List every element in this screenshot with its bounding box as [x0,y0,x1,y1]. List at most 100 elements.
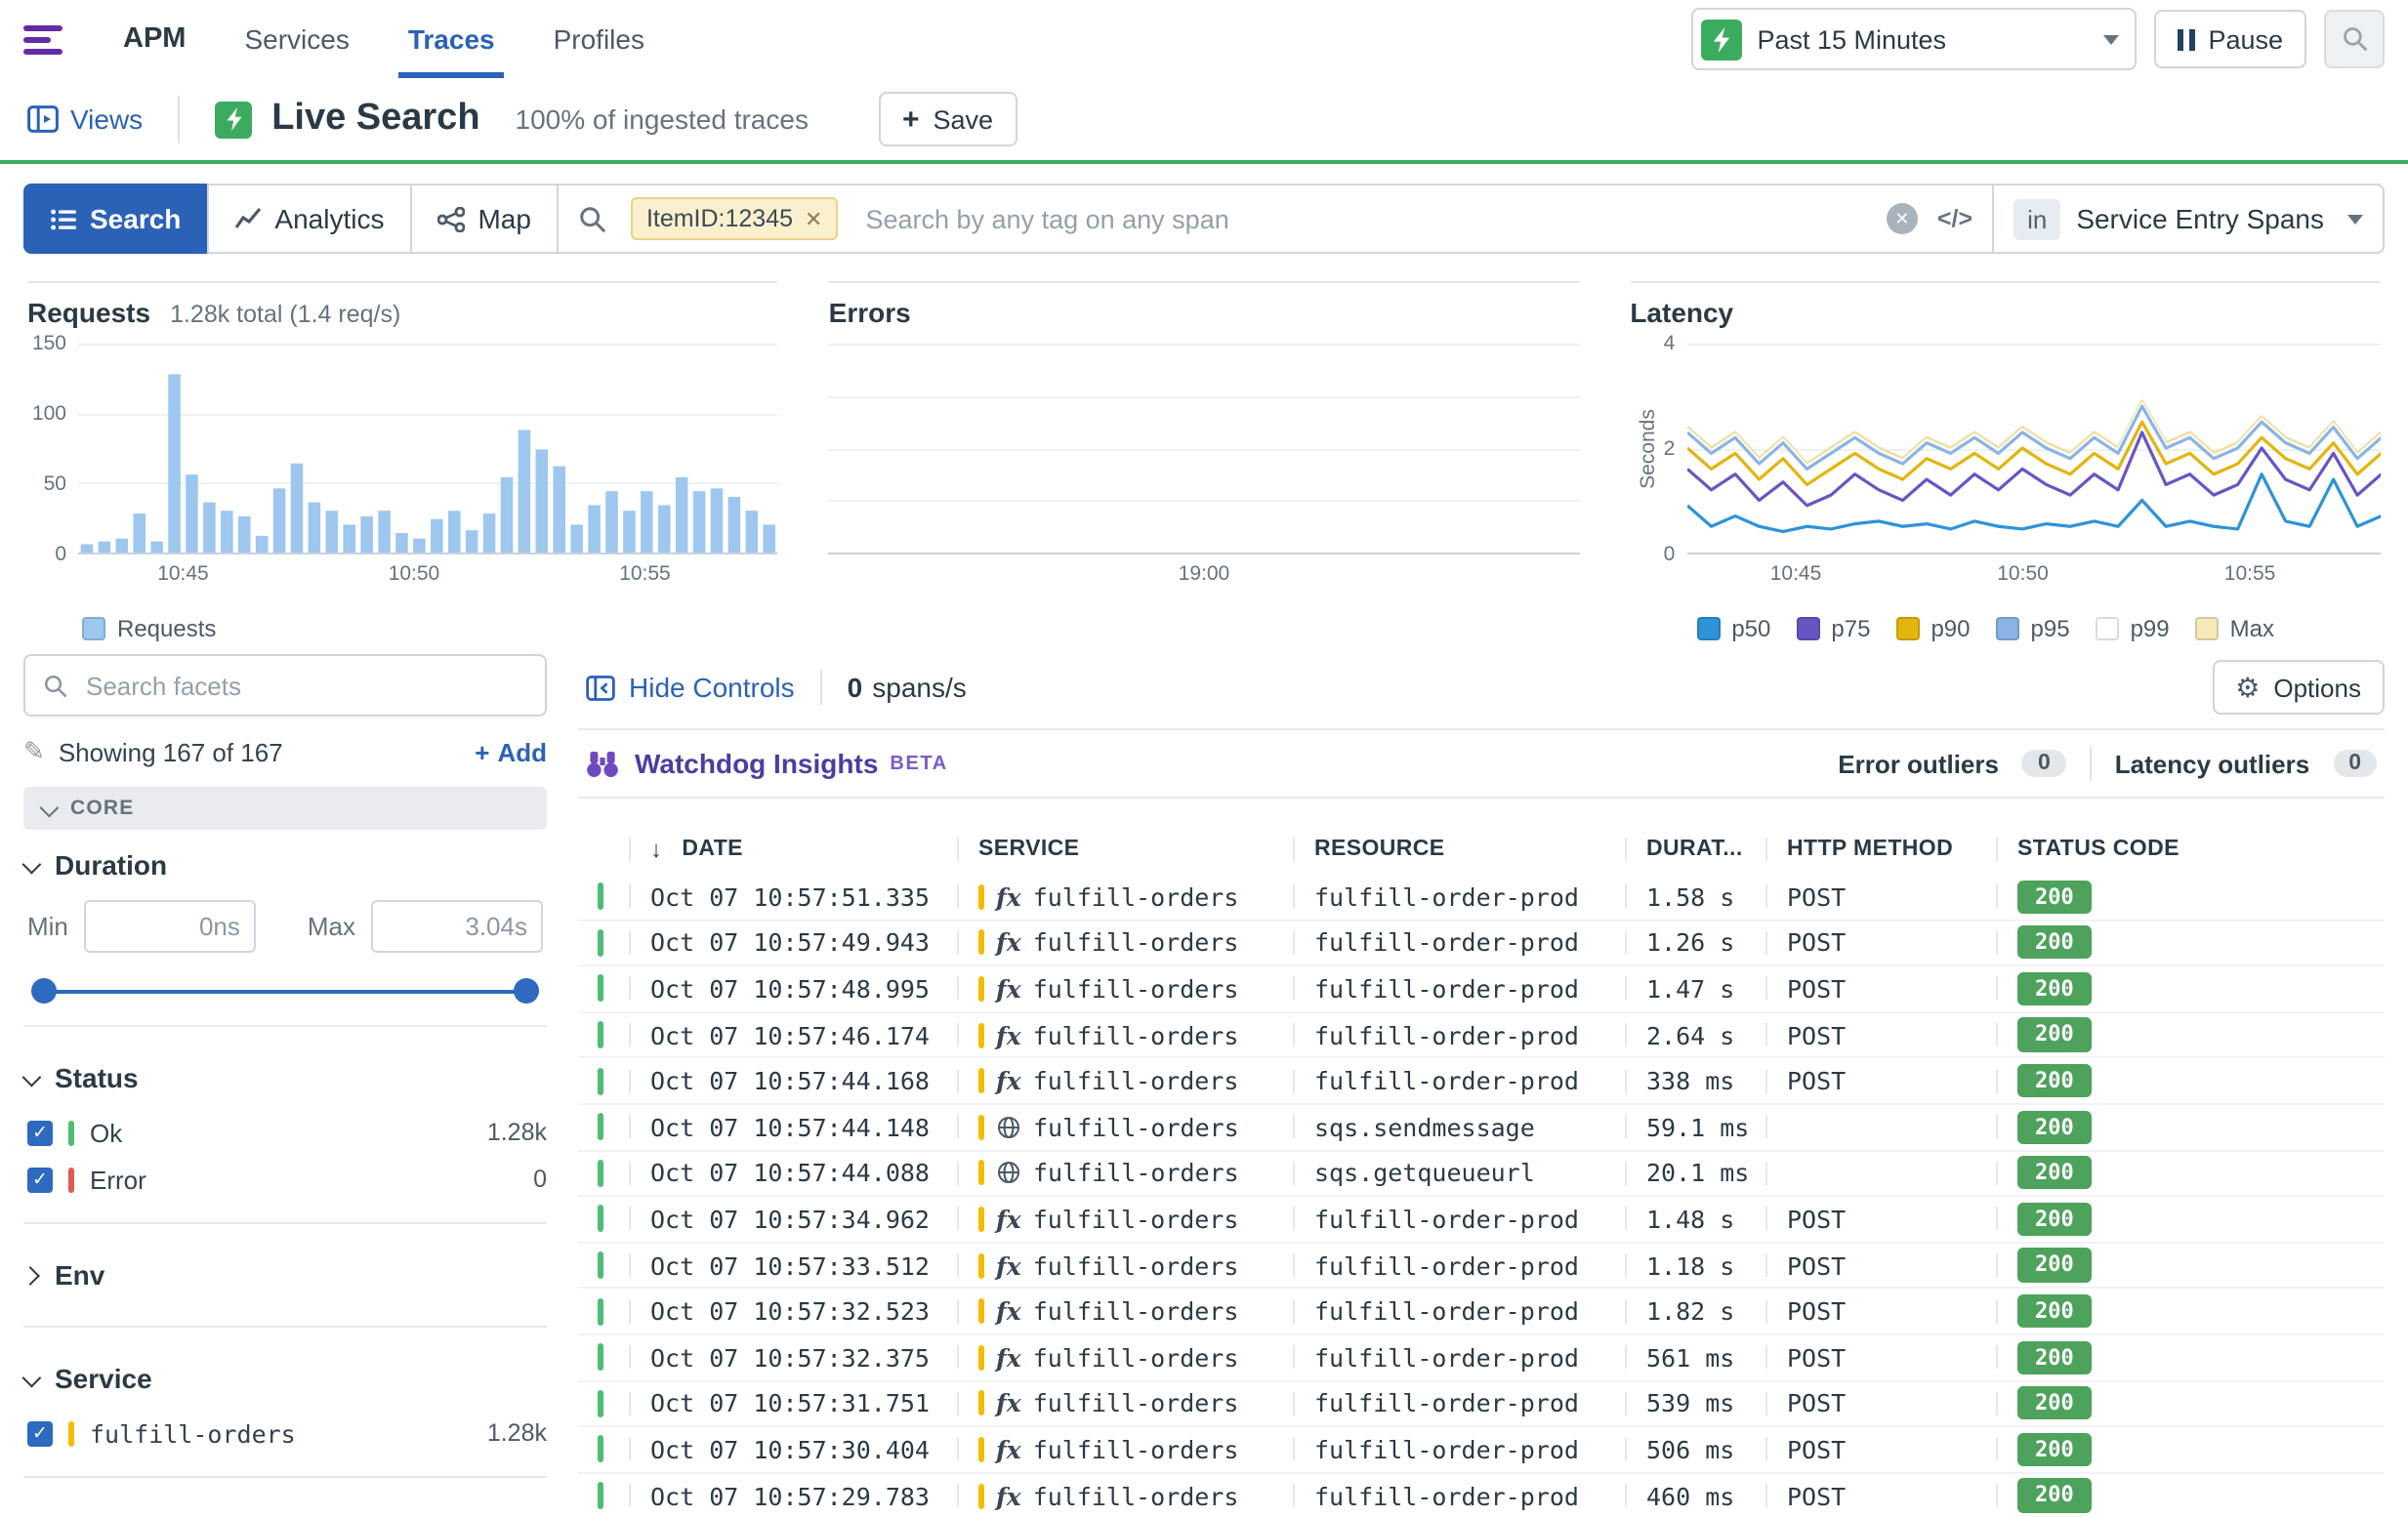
trace-row[interactable]: Oct 07 10:57:31.751fxfulfill-ordersfulfi… [578,1381,2385,1427]
pencil-icon: ✎ [23,736,45,767]
pause-icon [2177,28,2194,50]
options-button[interactable]: ⚙ Options [2212,660,2385,715]
cell-service: fxfulfill-orders [957,1335,1293,1379]
mode-analytics-button[interactable]: Analytics [206,184,409,254]
watchdog-insights-bar[interactable]: Watchdog Insights BETA Error outliers 0 … [578,728,2385,799]
nav-tab-services[interactable]: Services [215,0,378,78]
facet-color-bar [68,1120,74,1145]
trace-row[interactable]: Oct 07 10:57:44.148fulfill-orderssqs.sen… [578,1105,2385,1151]
trace-row[interactable]: Oct 07 10:57:33.512fxfulfill-ordersfulfi… [578,1244,2385,1290]
resource-section-header[interactable]: Resource [23,1497,547,1517]
cell-service: fxfulfill-orders [957,1013,1293,1057]
requests-plot[interactable] [78,344,778,554]
trace-row[interactable]: Oct 07 10:57:44.168fxfulfill-ordersfulfi… [578,1059,2385,1105]
chip-remove-icon[interactable]: ✕ [805,206,822,231]
slider-track [45,990,525,994]
facet-search[interactable] [23,654,547,717]
cell-date: Oct 07 10:57:44.088 [629,1151,957,1195]
code-toggle-icon[interactable]: </> [1937,205,1972,232]
slider-handle-min[interactable] [31,978,57,1004]
hide-controls-button[interactable]: Hide Controls [586,672,795,703]
mode-map-button[interactable]: Map [409,184,556,254]
nav-tab-apm[interactable]: APM [94,0,215,78]
trace-row[interactable]: Oct 07 10:57:30.404fxfulfill-ordersfulfi… [578,1427,2385,1473]
legend-label: p75 [1831,615,1870,642]
cell-date: Oct 07 10:57:34.962 [629,1197,957,1241]
column-header-res[interactable]: RESOURCE [1293,824,1625,875]
trace-query-input[interactable]: ItemID:12345 ✕ Search by any tag on any … [557,184,1994,254]
legend-item[interactable]: p50 [1696,615,1770,642]
column-header-svc[interactable]: SERVICE [957,824,1293,875]
time-range-value: Past 15 Minutes [1757,24,1946,54]
scope-selector[interactable]: in Service Entry Spans [1994,184,2385,254]
column-header-date[interactable]: ↓DATE [629,824,957,875]
service-section-header[interactable]: Service [23,1347,547,1410]
cell-service: fulfill-orders [957,1151,1293,1195]
error-outliers-label[interactable]: Error outliers [1838,749,1999,778]
legend-item[interactable]: Requests [82,615,216,642]
trace-table-header: ↓DATESERVICE RESOURCE DURAT...HTTP METHODS… [578,824,2385,875]
facet-row[interactable]: ✓fulfill-orders1.28k [23,1410,547,1456]
nav-tab-traces[interactable]: Traces [379,0,524,78]
trace-row[interactable]: Oct 07 10:57:44.088fulfill-orderssqs.get… [578,1151,2385,1197]
latency-plot[interactable] [1686,344,2381,554]
checkbox[interactable]: ✓ [27,1420,53,1446]
legend-item[interactable]: p99 [2096,615,2170,642]
cell-duration: 460 ms [1625,1473,1765,1517]
legend-item[interactable]: p90 [1895,615,1970,642]
lambda-fx-icon: fx [996,1205,1021,1234]
requests-legend: Requests [82,615,778,642]
checkbox[interactable]: ✓ [27,1120,53,1145]
filter-chip[interactable]: ItemID:12345 ✕ [631,197,839,240]
views-label: Views [70,103,143,135]
collapse-panel-icon [586,675,615,700]
trace-row[interactable]: Oct 07 10:57:46.174fxfulfill-ordersfulfi… [578,1013,2385,1059]
cell-date: Oct 07 10:57:48.995 [629,966,957,1010]
duration-min-input[interactable] [84,900,256,953]
cell-http-method: POST [1765,921,1996,964]
column-header-stat[interactable]: STATUS CODE [1996,824,2385,875]
cell-status-code: 200 [1996,1290,2385,1333]
chevron-down-icon [40,798,60,817]
column-header-label: RESOURCE [1314,838,1445,861]
checkbox[interactable]: ✓ [27,1167,53,1192]
legend-item[interactable]: p75 [1796,615,1870,642]
status-section-header[interactable]: Status [23,1046,547,1109]
facet-search-input[interactable] [82,669,527,702]
divider [178,96,180,143]
slider-handle-max[interactable] [514,978,539,1004]
core-group-header[interactable]: CORE [23,787,547,830]
latency-outliers-label[interactable]: Latency outliers [2115,749,2309,778]
column-header-met[interactable]: HTTP METHOD [1765,824,1996,875]
legend-item[interactable]: p95 [1996,615,2070,642]
service-color-bar [978,1391,984,1416]
trace-row[interactable]: Oct 07 10:57:32.375fxfulfill-ordersfulfi… [578,1335,2385,1381]
legend-item[interactable]: Max [2195,615,2274,642]
trace-row[interactable]: Oct 07 10:57:49.943fxfulfill-ordersfulfi… [578,921,2385,966]
facet-row[interactable]: ✓Ok1.28k [23,1109,547,1156]
cell-status-code: 200 [1996,1151,2385,1195]
nav-tab-profiles[interactable]: Profiles [524,0,674,78]
trace-row[interactable]: Oct 07 10:57:34.962fxfulfill-ordersfulfi… [578,1197,2385,1243]
facet-row[interactable]: ✓Error0 [23,1156,547,1203]
trace-row[interactable]: Oct 07 10:57:32.523fxfulfill-ordersfulfi… [578,1290,2385,1335]
duration-section-header[interactable]: Duration [23,834,547,896]
trace-row[interactable]: Oct 07 10:57:48.995fxfulfill-ordersfulfi… [578,966,2385,1012]
views-link[interactable]: Views [27,103,143,135]
trace-row[interactable]: Oct 07 10:57:51.335fxfulfill-ordersfulfi… [578,875,2385,921]
add-facet-button[interactable]: +Add [475,737,547,766]
cell-service: fxfulfill-orders [957,1427,1293,1471]
save-button[interactable]: + Save [879,92,1017,146]
errors-plot[interactable] [829,344,1580,554]
mode-search-button[interactable]: Search [23,184,206,254]
datadog-logo-icon[interactable] [23,16,74,62]
pause-button[interactable]: Pause [2153,10,2306,68]
env-section-header[interactable]: Env [23,1244,547,1306]
time-range-picker[interactable]: Past 15 Minutes [1690,8,2136,70]
duration-max-input[interactable] [371,900,543,953]
live-search-bolt-icon [215,101,252,138]
trace-row[interactable]: Oct 07 10:57:29.783fxfulfill-ordersfulfi… [578,1473,2385,1517]
clear-query-icon[interactable]: ✕ [1887,203,1918,234]
column-header-dur[interactable]: DURAT... [1625,824,1765,875]
nav-search-button[interactable] [2324,10,2385,68]
